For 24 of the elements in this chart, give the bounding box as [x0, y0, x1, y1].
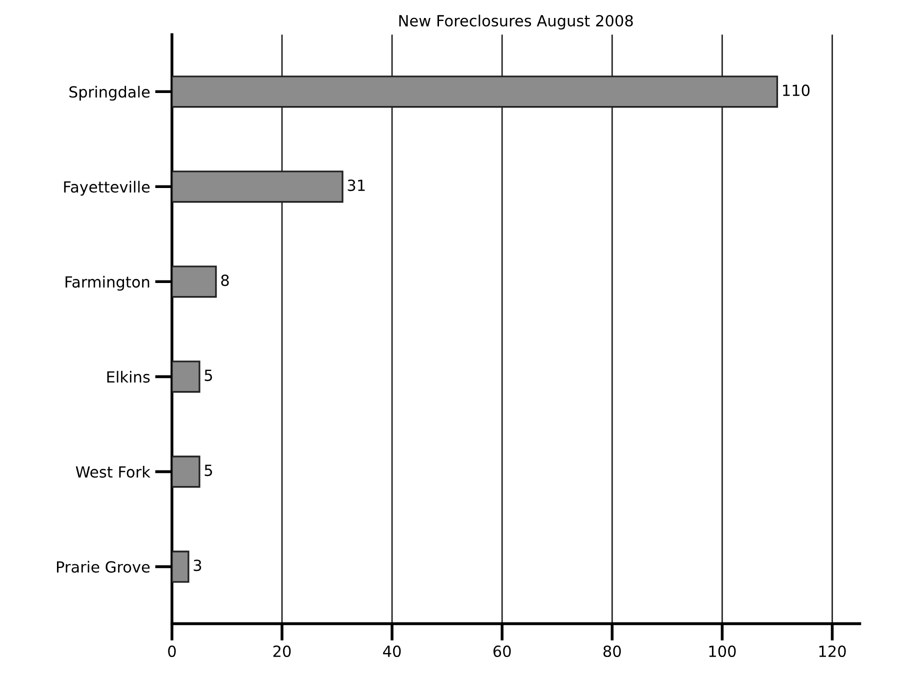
- y-tick-label: Fayetteville: [64, 180, 150, 196]
- data-label: 31: [348, 180, 365, 192]
- y-tick-label: Elkins: [107, 370, 150, 383]
- bar: [172, 266, 217, 298]
- bar: [172, 456, 200, 488]
- x-tick-label: 80: [603, 645, 621, 658]
- y-tick-label: West Fork: [76, 466, 150, 478]
- data-label: 5: [204, 464, 212, 476]
- chart-title: New Foreclosures August 2008: [399, 14, 633, 30]
- x-tick-label: 100: [709, 645, 736, 658]
- x-tick-label: 60: [493, 645, 511, 658]
- x-tick-label: 20: [273, 645, 291, 658]
- bar: [172, 550, 190, 583]
- x-tick-label: 40: [383, 645, 401, 658]
- y-tick-label: Farmington: [66, 276, 150, 291]
- y-tick-label: Springdale: [69, 86, 150, 101]
- x-tick-label: 120: [819, 645, 846, 658]
- data-label: 3: [194, 560, 202, 572]
- data-label: 8: [221, 274, 229, 286]
- bar: [172, 360, 200, 393]
- data-label: 5: [204, 370, 212, 382]
- y-tick-label: Prarie Grove: [56, 560, 150, 573]
- data-label: 110: [783, 84, 810, 96]
- x-tick-label: 0: [168, 645, 176, 658]
